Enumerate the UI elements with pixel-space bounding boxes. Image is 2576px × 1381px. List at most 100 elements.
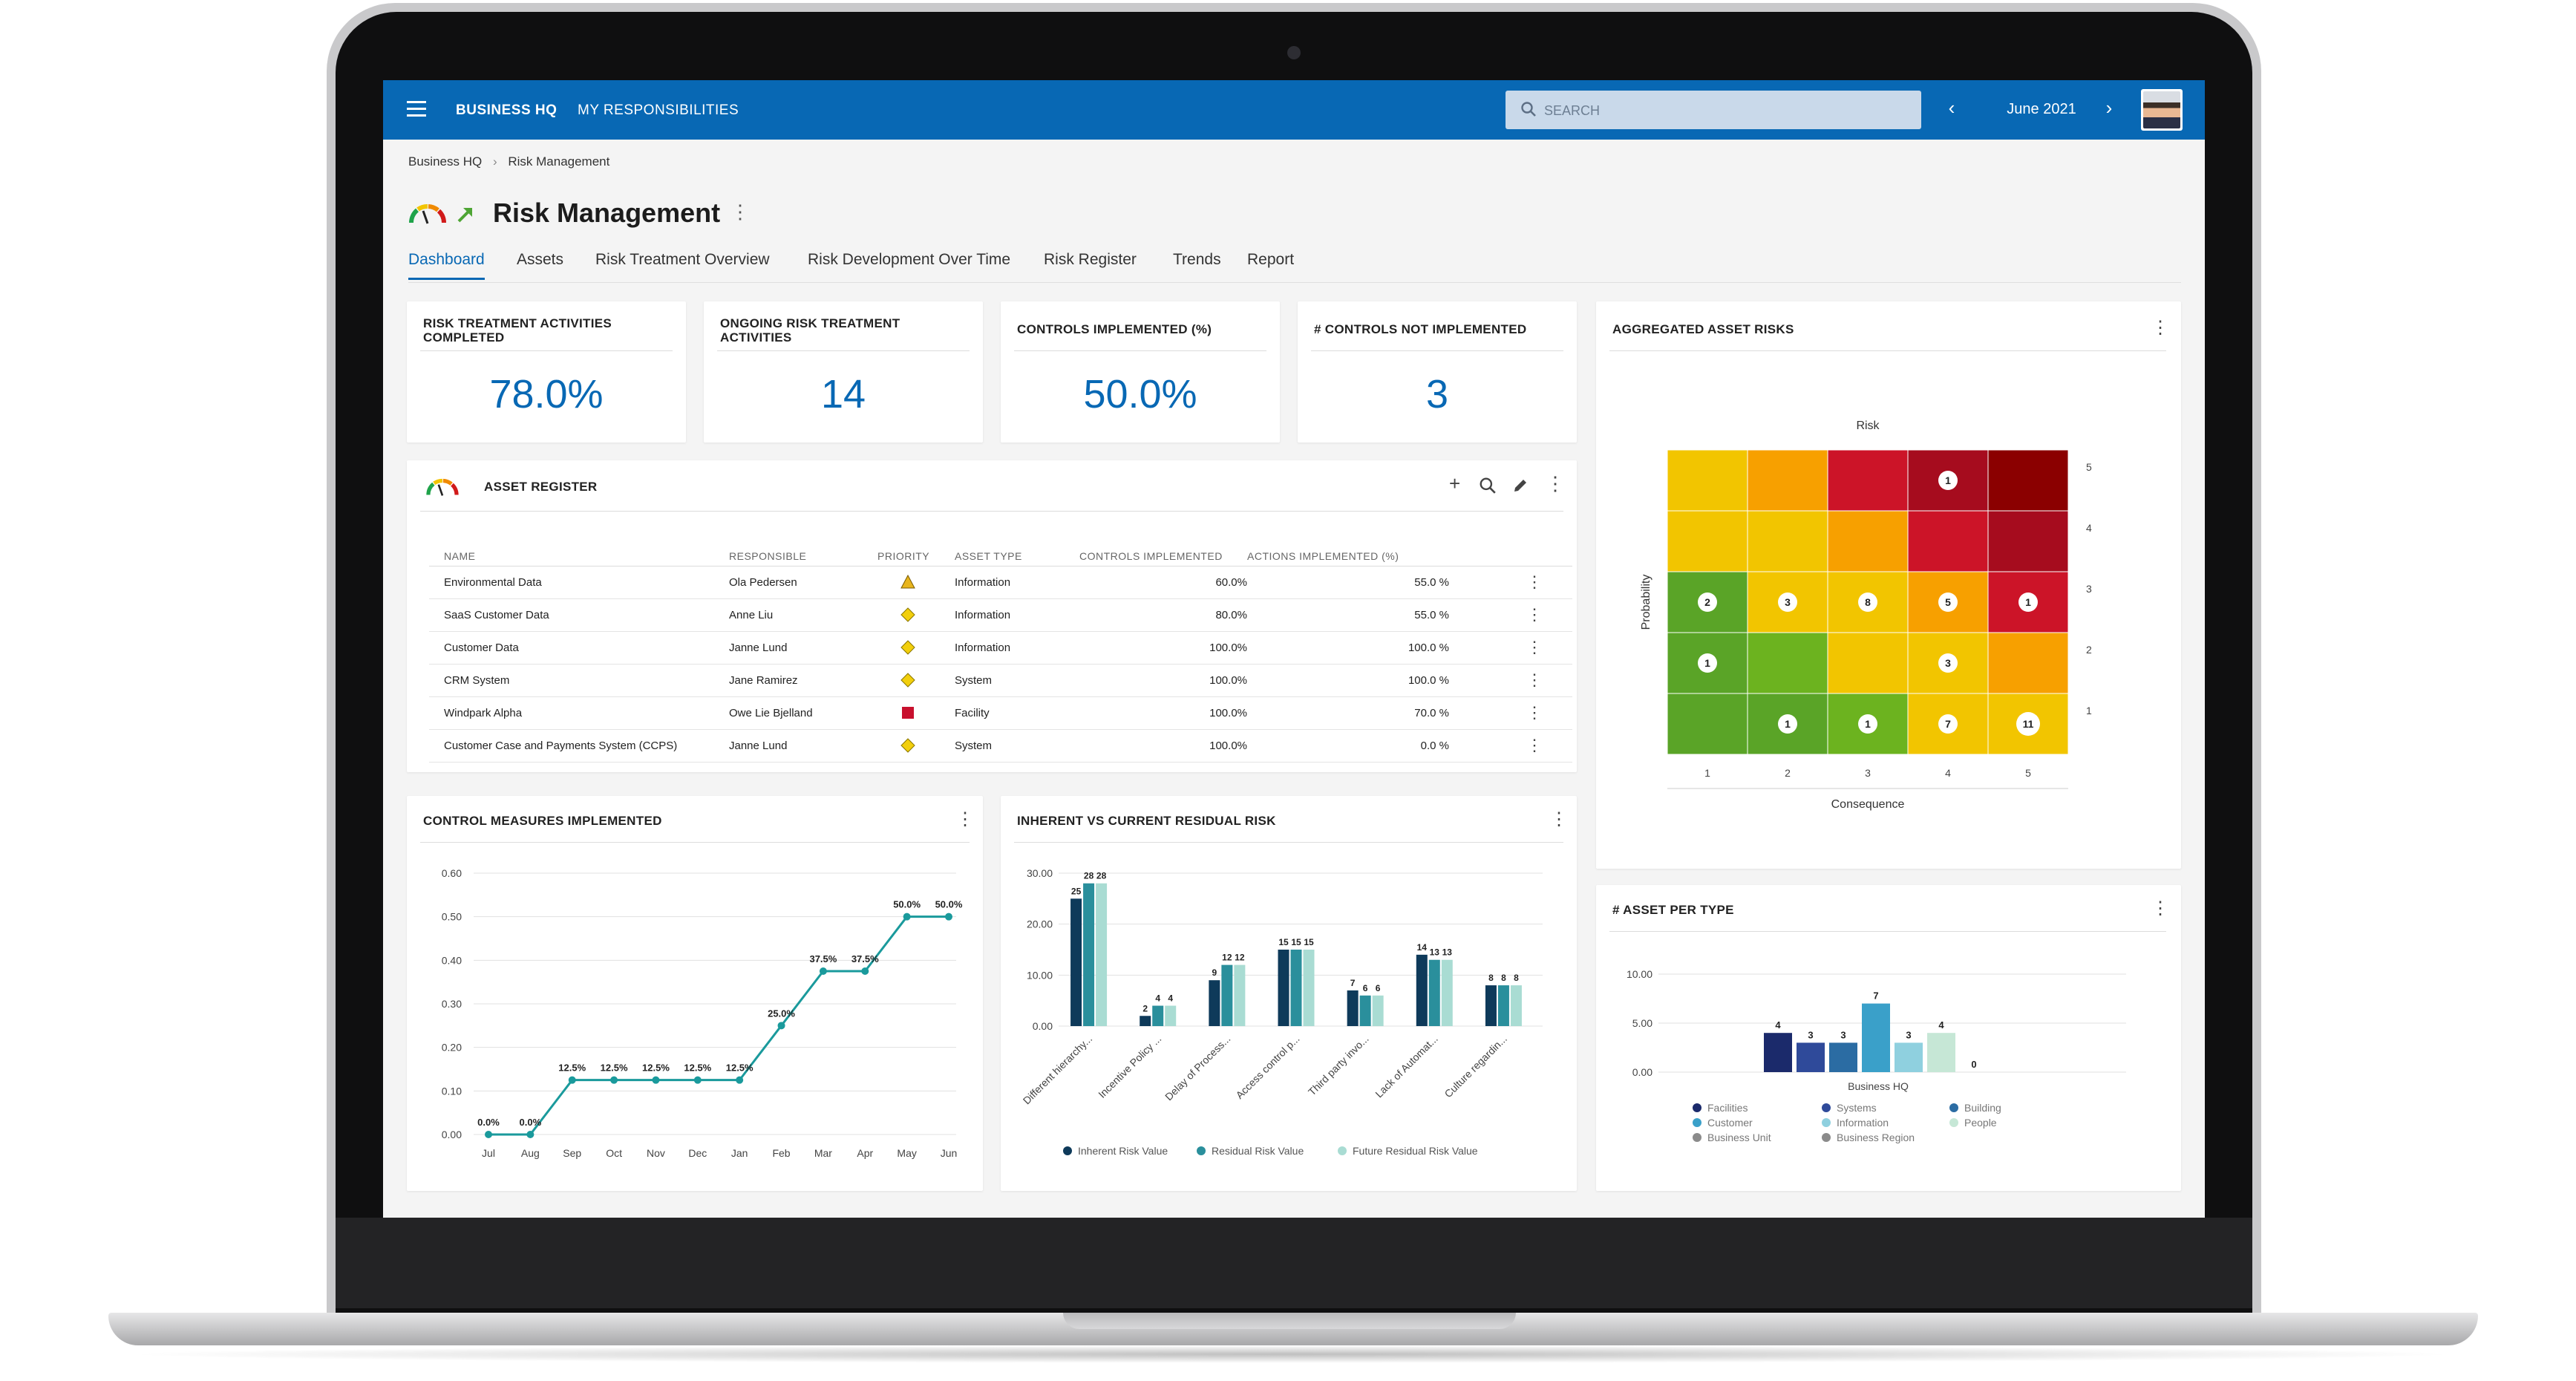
cell-priority xyxy=(876,566,955,599)
cell-priority xyxy=(876,729,955,763)
chevron-left-icon[interactable]: ‹ xyxy=(1948,97,1955,119)
chevron-right-icon[interactable]: › xyxy=(2105,97,2113,119)
cell-responsible: Ola Pedersen xyxy=(729,566,876,599)
column-header-asset-type[interactable]: ASSET TYPE xyxy=(955,546,1079,567)
tab-report[interactable]: Report xyxy=(1247,251,1295,268)
card-title: ASSET REGISTER xyxy=(484,480,598,494)
legend-swatch xyxy=(1822,1118,1831,1127)
bar xyxy=(1290,950,1302,1026)
bar xyxy=(1234,964,1246,1026)
tab-risk-treatment-overview[interactable]: Risk Treatment Overview xyxy=(595,251,770,268)
row-options-kebab-icon[interactable]: ⋮ xyxy=(1526,572,1543,591)
table-row[interactable]: Windpark Alpha Owe Lie Bjelland Facility 10… xyxy=(429,696,1572,730)
data-label: 25 xyxy=(1071,886,1082,896)
risk-count-badge xyxy=(1858,592,1877,612)
bar xyxy=(1829,1042,1857,1072)
legend-swatch xyxy=(1338,1146,1347,1155)
cell-asset-type: System xyxy=(955,664,1079,697)
row-options-kebab-icon[interactable]: ⋮ xyxy=(1526,670,1543,689)
table-row[interactable]: SaaS Customer Data Anne Liu Information 80.… xyxy=(429,598,1572,632)
kpi-title: ONGOING RISK TREATMENT ACTIVITIES xyxy=(720,316,900,345)
priority-diamond-icon xyxy=(900,673,915,688)
bar xyxy=(1485,985,1497,1026)
aggregated-asset-risks-card: AGGREGATED ASSET RISKS ⋮ Risk 1 2 3 8 5 1 1 3 1 1 7… xyxy=(1596,301,2181,869)
x-tick-label: 3 xyxy=(1865,767,1871,779)
nav-tab-my-responsibilities[interactable]: MY RESPONSIBILITIES xyxy=(578,102,739,118)
heatmap-cell xyxy=(1747,510,1828,572)
asset-register-table: NAME RESPONSIBLE PRIORITY ASSET TYPE CON… xyxy=(429,546,1572,763)
table-row[interactable]: Environmental Data Ola Pedersen Informatio… xyxy=(429,566,1572,599)
risk-count-label: 8 xyxy=(1865,596,1871,608)
card-title: CONTROL MEASURES IMPLEMENTED xyxy=(423,814,662,828)
camera-icon xyxy=(1287,46,1301,59)
data-label: 15 xyxy=(1304,937,1314,947)
table-row[interactable]: Customer Case and Payments System (CCPS)… xyxy=(429,729,1572,763)
card-options-kebab-icon[interactable]: ⋮ xyxy=(2151,318,2169,338)
column-header-priority[interactable]: PRIORITY xyxy=(876,546,955,567)
y-tick-label: 0.20 xyxy=(442,1042,462,1054)
x-tick-label: Jun xyxy=(941,1147,958,1159)
card-options-kebab-icon[interactable]: ⋮ xyxy=(2151,898,2169,918)
y-tick-label: 5 xyxy=(2086,461,2092,473)
cell-responsible: Anne Liu xyxy=(729,598,876,632)
column-header-controls-implemented[interactable]: CONTROLS IMPLEMENTED xyxy=(1079,546,1247,567)
legend-swatch xyxy=(1693,1103,1701,1112)
card-options-kebab-icon[interactable]: ⋮ xyxy=(956,809,974,829)
edit-pencil-icon[interactable] xyxy=(1511,477,1529,494)
cell-actions-implemented: 100.0 % xyxy=(1247,664,1449,697)
cell-responsible: Jane Ramirez xyxy=(729,664,876,697)
data-label: 7 xyxy=(1350,978,1356,988)
table-row[interactable]: CRM System Jane Ramirez System 100.0% 100.0 … xyxy=(429,664,1572,697)
risk-count-label: 3 xyxy=(1785,596,1791,608)
add-icon[interactable]: + xyxy=(1449,472,1461,494)
heatmap-cell xyxy=(1667,510,1748,572)
breadcrumb-separator: › xyxy=(492,154,497,169)
tab-risk-development-over-time[interactable]: Risk Development Over Time xyxy=(808,251,1011,268)
priority-shape xyxy=(900,673,915,688)
card-options-kebab-icon[interactable]: ⋮ xyxy=(1546,472,1565,494)
hamburger-menu-icon[interactable] xyxy=(407,101,426,117)
divider xyxy=(717,350,970,351)
risk-gauge-icon xyxy=(408,204,446,224)
bar xyxy=(1347,990,1359,1026)
tab-dashboard[interactable]: Dashboard xyxy=(408,251,485,280)
tab-trends[interactable]: Trends xyxy=(1173,251,1221,268)
cell-controls-implemented: 60.0% xyxy=(1079,566,1247,599)
row-options-kebab-icon[interactable]: ⋮ xyxy=(1526,703,1543,722)
card-title: AGGREGATED ASSET RISKS xyxy=(1612,322,1794,336)
bar xyxy=(1797,1042,1825,1072)
data-label: 14 xyxy=(1417,942,1428,953)
row-options-kebab-icon[interactable]: ⋮ xyxy=(1526,736,1543,754)
cell-controls-implemented: 80.0% xyxy=(1079,598,1247,632)
main-content: Business HQ › Risk Management Risk Manag… xyxy=(383,140,2205,1218)
bar xyxy=(1140,1016,1151,1026)
data-label: 37.5% xyxy=(809,953,837,964)
column-header-name[interactable]: NAME xyxy=(429,546,729,567)
risk-count-badge xyxy=(1938,653,1958,673)
card-options-kebab-icon[interactable]: ⋮ xyxy=(1550,809,1568,829)
data-label: 15 xyxy=(1278,937,1289,947)
column-header-responsible[interactable]: RESPONSIBLE xyxy=(729,546,876,567)
row-options-kebab-icon[interactable]: ⋮ xyxy=(1526,605,1543,624)
tab-assets[interactable]: Assets xyxy=(517,251,564,268)
table-row[interactable]: Customer Data Janne Lund Information 100.0%… xyxy=(429,631,1572,665)
breadcrumb-root[interactable]: Business HQ xyxy=(408,154,483,169)
search-icon[interactable] xyxy=(1479,477,1497,494)
user-avatar[interactable] xyxy=(2141,89,2183,131)
column-header-actions-implemented[interactable]: ACTIONS IMPLEMENTED (%) xyxy=(1247,546,1449,567)
data-label: 4 xyxy=(1775,1019,1781,1031)
tab-risk-register[interactable]: Risk Register xyxy=(1044,251,1137,268)
nav-tab-business-hq[interactable]: BUSINESS HQ xyxy=(456,102,558,118)
period-selector[interactable]: June 2021 xyxy=(2007,101,2076,117)
risk-count-label: 1 xyxy=(2025,596,2031,608)
search-input[interactable] xyxy=(1544,101,1900,120)
data-label: 12.5% xyxy=(601,1062,628,1074)
page-options-kebab-icon[interactable]: ⋮ xyxy=(730,200,750,223)
x-tick-label: 1 xyxy=(1704,767,1710,779)
cell-row-actions: ⋮ xyxy=(1449,729,1572,763)
top-navigation-bar: BUSINESS HQ MY RESPONSIBILITIES ‹ June 2… xyxy=(383,80,2205,140)
y-tick-label: 0.10 xyxy=(442,1085,462,1097)
search-bar[interactable] xyxy=(1506,91,1921,129)
row-options-kebab-icon[interactable]: ⋮ xyxy=(1526,638,1543,656)
data-point xyxy=(861,967,869,975)
